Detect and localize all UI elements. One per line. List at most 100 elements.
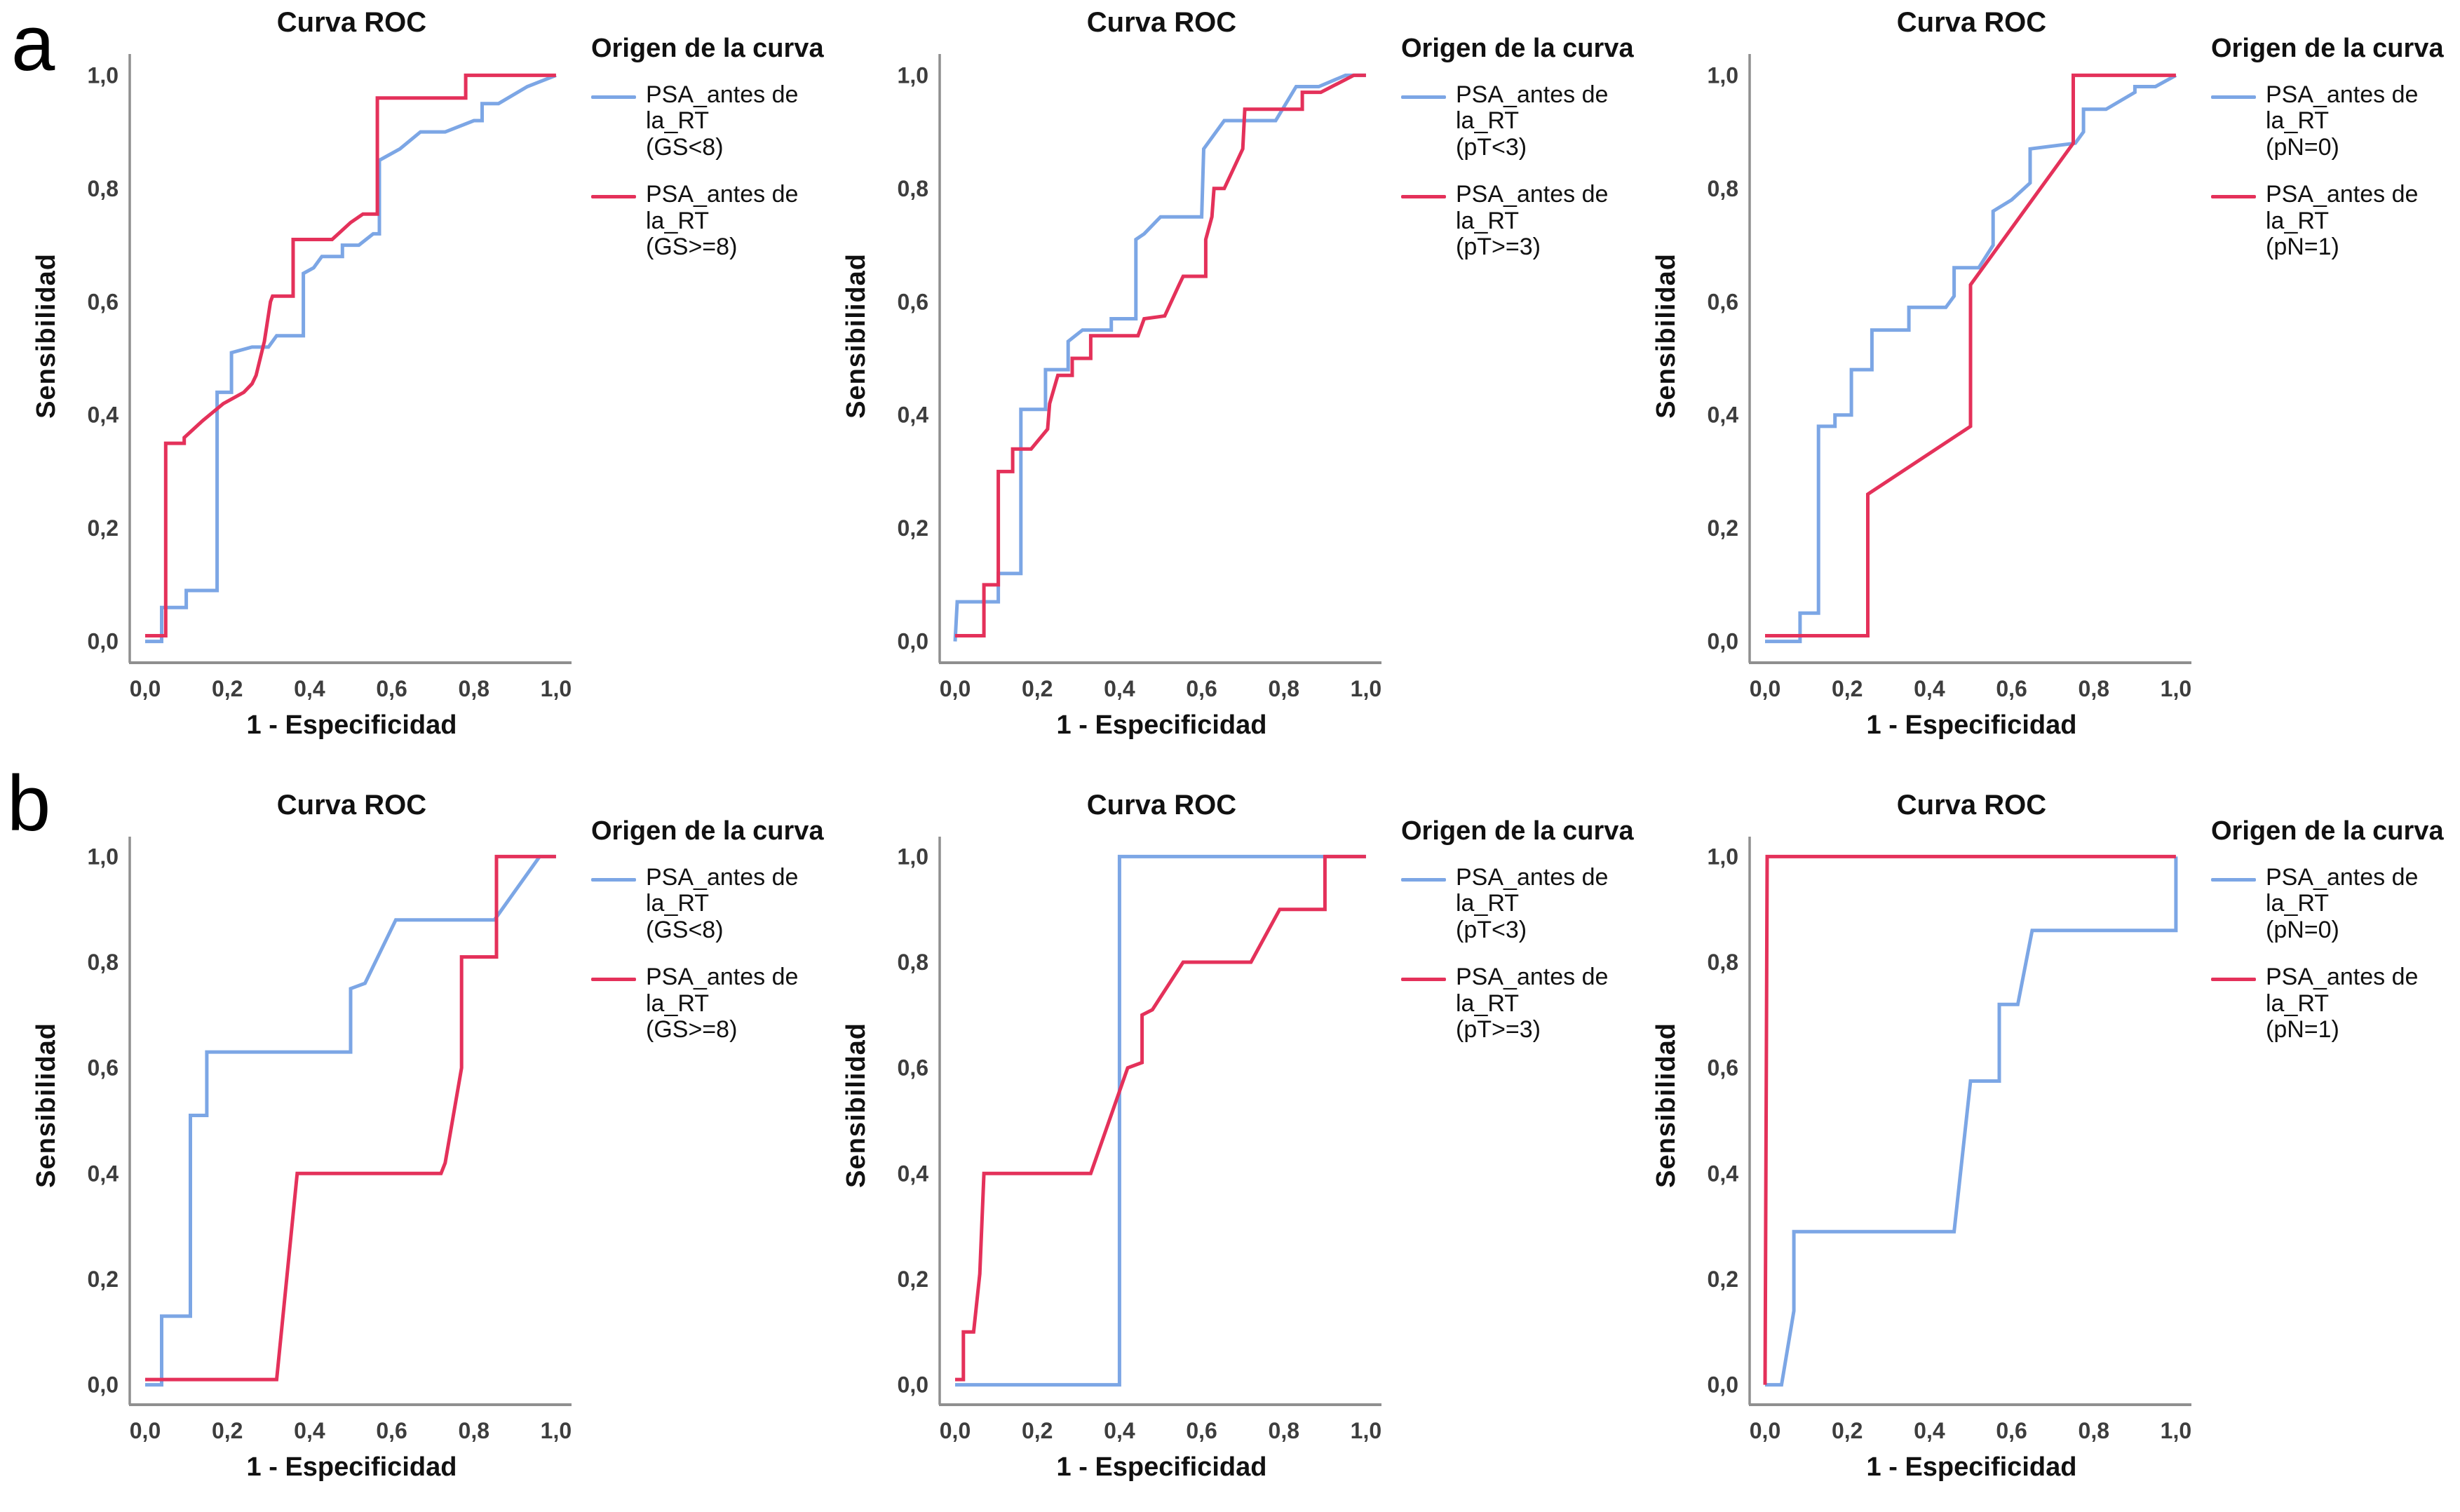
x-tick-label: 0,0 <box>940 676 971 701</box>
roc-curve-blue <box>955 854 1366 1387</box>
plot-column: Curva ROC 0,0 0,2 0,4 0,6 0,8 1,0 0,0 0,2 0,4 0,6… <box>63 0 591 756</box>
y-tick-label: 0,6 <box>88 289 119 314</box>
y-tick-label: 0,8 <box>1708 950 1738 975</box>
y-tick-label: 0,2 <box>1708 1267 1738 1292</box>
x-tick-label: 0,8 <box>459 1418 489 1443</box>
legend-line-swatch-blue <box>1401 95 1446 99</box>
y-axis-label: Sensibilidad <box>31 253 61 419</box>
x-axis-label: 1 - Especificidad <box>246 1452 457 1482</box>
x-tick-label: 0,4 <box>1914 676 1945 701</box>
roc-plot-svg: 0,0 0,2 0,4 0,6 0,8 1,0 0,0 0,2 0,4 0,6 0,8 1,0 <box>1708 54 2191 701</box>
figure-row-a: Sensibilidad Curva ROC 0,0 0,2 0,4 0,6 0,8 1,… <box>29 0 2460 756</box>
x-tick-label: 1,0 <box>1351 1418 1381 1443</box>
legend-item: PSA_antes de la_RT (GS>=8) <box>591 964 826 1043</box>
legend-label-line1: PSA_antes de la_RT <box>2266 964 2419 1017</box>
y-tick-label: 1,0 <box>88 62 119 88</box>
roc-panel-a-middle: Sensibilidad Curva ROC 0,0 0,2 0,4 0,6 0,8 1,… <box>839 0 1649 756</box>
roc-plot-svg: 0,0 0,2 0,4 0,6 0,8 1,0 0,0 0,2 0,4 0,6 0,8 1,0 <box>898 54 1381 701</box>
legend-item: PSA_antes de la_RT (GS<8) <box>591 81 826 161</box>
y-axis-label-column: Sensibilidad <box>839 0 873 756</box>
x-tick-label: 0,0 <box>130 1418 161 1443</box>
y-tick-label: 0,0 <box>88 629 119 654</box>
legend-label: PSA_antes de la_RT (pN=0) <box>2266 81 2446 161</box>
x-tick-label: 0,2 <box>1832 1418 1863 1443</box>
legend-label-line1: PSA_antes de la_RT <box>2266 81 2419 135</box>
legend-label-line2: (pT>=3) <box>1456 233 1541 260</box>
legend-label-line1: PSA_antes de la_RT <box>1456 964 1609 1017</box>
roc-curve-blue <box>1765 856 2178 1387</box>
legend-line-swatch-blue <box>1401 878 1446 882</box>
x-tick-label: 0,8 <box>459 676 489 701</box>
legend-label: PSA_antes de la_RT (pT<3) <box>1456 81 1636 161</box>
x-tick-label: 0,6 <box>1186 1418 1217 1443</box>
legend: Origen de la curva PSA_antes de la_RT (G… <box>591 0 826 756</box>
legend-line-swatch-red <box>591 978 636 982</box>
legend-label-line1: PSA_antes de la_RT <box>1456 181 1609 234</box>
legend-label-line1: PSA_antes de la_RT <box>2266 181 2419 234</box>
roc-plot: 0,0 0,2 0,4 0,6 0,8 1,0 0,0 0,2 0,4 0,6 0,8 1,0 <box>1683 823 2211 1450</box>
legend-label-line2: (GS>=8) <box>646 233 738 260</box>
x-tick-label: 0,4 <box>1914 1418 1945 1443</box>
roc-curve-blue <box>1765 74 2177 644</box>
y-axis-label: Sensibilidad <box>841 1022 871 1188</box>
roc-panel-b-middle: Sensibilidad Curva ROC 0,0 0,2 0,4 0,6 0,8 1,… <box>839 756 1649 1512</box>
legend-label-line1: PSA_antes de la_RT <box>2266 864 2419 917</box>
legend-label: PSA_antes de la_RT (pT>=3) <box>1456 964 1636 1043</box>
y-tick-label: 0,8 <box>88 950 119 975</box>
y-tick-label: 0,4 <box>898 403 929 428</box>
x-tick-label: 0,2 <box>212 676 243 701</box>
y-tick-label: 0,2 <box>1708 515 1738 541</box>
y-tick-label: 0,8 <box>88 176 119 201</box>
y-tick-label: 0,2 <box>898 515 928 541</box>
roc-panel-b-left: Sensibilidad Curva ROC 0,0 0,2 0,4 0,6 0,8 1,… <box>29 756 839 1512</box>
x-axis-label: 1 - Especificidad <box>1056 710 1267 740</box>
legend-label-line2: (pT>=3) <box>1456 1015 1541 1043</box>
roc-curve-blue <box>145 854 556 1387</box>
x-axis-label: 1 - Especificidad <box>246 710 457 740</box>
legend-label-line2: (GS>=8) <box>646 1015 738 1043</box>
y-tick-label: 0,6 <box>88 1055 119 1081</box>
y-axis-label: Sensibilidad <box>1651 253 1681 419</box>
legend-item: PSA_antes de la_RT (pT>=3) <box>1401 182 1636 260</box>
legend-title: Origen de la curva <box>1401 34 1634 63</box>
y-tick-label: 0,6 <box>1708 1055 1738 1081</box>
x-tick-label: 0,8 <box>1269 1418 1299 1443</box>
roc-curve-blue <box>145 74 557 644</box>
y-tick-label: 0,2 <box>898 1267 928 1292</box>
y-tick-label: 0,4 <box>1708 1161 1739 1186</box>
legend-label-line1: PSA_antes de la_RT <box>646 81 799 135</box>
legend-item: PSA_antes de la_RT (pT>=3) <box>1401 964 1636 1043</box>
roc-plot: 0,0 0,2 0,4 0,6 0,8 1,0 0,0 0,2 0,4 0,6 0,8 1,0 <box>1683 40 2211 708</box>
legend-title: Origen de la curva <box>591 34 824 63</box>
y-axis-label-column: Sensibilidad <box>839 783 873 1512</box>
legend-line-swatch-red <box>1401 978 1446 982</box>
roc-plot-svg: 0,0 0,2 0,4 0,6 0,8 1,0 0,0 0,2 0,4 0,6 0,8 1,0 <box>1708 837 2191 1443</box>
y-tick-label: 0,8 <box>898 176 928 201</box>
x-tick-label: 1,0 <box>2161 1418 2191 1443</box>
x-tick-label: 1,0 <box>2161 676 2191 701</box>
y-tick-label: 0,4 <box>88 403 119 428</box>
y-tick-label: 0,2 <box>88 515 119 541</box>
x-tick-label: 0,2 <box>1022 1418 1053 1443</box>
legend-title: Origen de la curva <box>2211 34 2444 63</box>
legend-label: PSA_antes de la_RT (GS>=8) <box>646 182 826 260</box>
roc-panel-a-left: Sensibilidad Curva ROC 0,0 0,2 0,4 0,6 0,8 1,… <box>29 0 839 756</box>
y-tick-label: 0,4 <box>898 1161 929 1186</box>
x-tick-label: 0,8 <box>1269 676 1299 701</box>
x-tick-label: 0,0 <box>130 676 161 701</box>
roc-curve-blue <box>953 73 1366 642</box>
legend-label-line2: (pT<3) <box>1456 133 1527 161</box>
legend-item: PSA_antes de la_RT (pN=0) <box>2211 864 2446 943</box>
panel-label-a: a <box>11 0 55 87</box>
legend-label-line2: (GS<8) <box>646 916 724 943</box>
y-axis-label-column: Sensibilidad <box>1649 783 1683 1512</box>
y-tick-label: 1,0 <box>1708 62 1738 88</box>
y-tick-label: 0,0 <box>1708 629 1738 654</box>
x-tick-label: 0,2 <box>212 1418 243 1443</box>
legend-label: PSA_antes de la_RT (GS<8) <box>646 81 826 161</box>
legend-label-line2: (pN=1) <box>2266 233 2339 260</box>
roc-curve-red <box>955 854 1366 1382</box>
y-axis-label-column: Sensibilidad <box>1649 0 1683 756</box>
y-axis-label: Sensibilidad <box>31 1022 61 1188</box>
legend-label-line1: PSA_antes de la_RT <box>1456 81 1609 135</box>
